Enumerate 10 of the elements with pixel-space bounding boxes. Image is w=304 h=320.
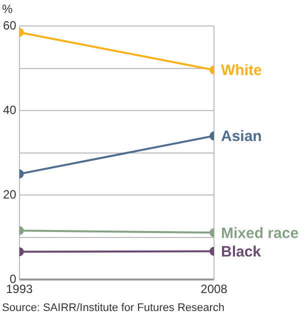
y-tick-label: 40 [2,102,17,117]
source-note: Source: SAIRR/Institute for Futures Research [2,302,225,314]
series-label: Mixed race [221,224,299,242]
y-tick-label: 60 [2,18,17,32]
series-label: White [221,62,262,80]
y-tick-label: 20 [2,187,17,202]
series-label: Asian [221,128,262,146]
x-tick-label: 2008 [200,282,228,296]
series-label: Black [221,243,262,260]
y-axis-title: % [2,2,13,16]
